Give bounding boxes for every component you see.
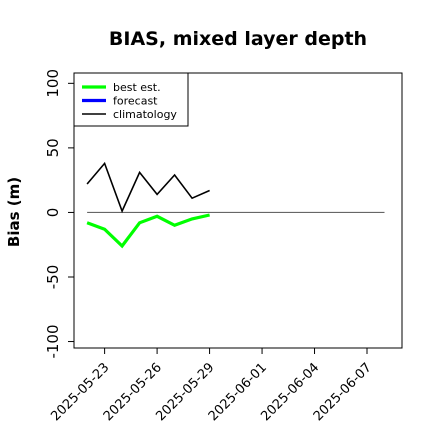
legend-label: forecast (113, 95, 158, 108)
y-tick-label: -100 (44, 325, 62, 359)
climatology-line (86, 161, 210, 214)
y-tick-label: 0 (44, 208, 62, 218)
y-axis-label: Bias (m) (5, 177, 23, 247)
legend-box (73, 72, 189, 127)
legend-label: best est. (113, 81, 161, 94)
legend-label: climatology (113, 108, 177, 121)
y-tick-label: 100 (44, 69, 62, 98)
best-estimate-line (86, 213, 210, 249)
y-tick-label: 50 (44, 138, 62, 157)
y-tick-label: -50 (44, 265, 62, 290)
chart-title: BIAS, mixed layer depth (109, 28, 367, 50)
plot-frame (73, 72, 403, 349)
